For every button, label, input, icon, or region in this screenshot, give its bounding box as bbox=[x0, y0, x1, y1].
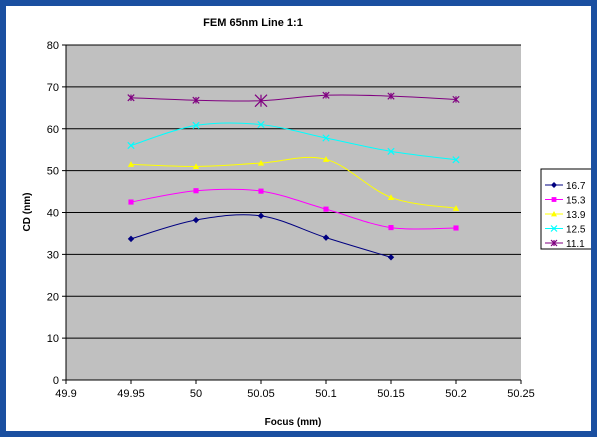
data-point bbox=[257, 159, 265, 166]
series-line bbox=[130, 94, 457, 102]
data-point bbox=[388, 225, 394, 231]
x-tick-label: 49.9 bbox=[55, 388, 76, 400]
series-line bbox=[130, 156, 457, 209]
data-point bbox=[387, 92, 395, 100]
axes: 0 10 20 30 40 50 60 70 80 49.9 49.95 50 50.05 50.1 50.… bbox=[47, 40, 535, 400]
legend-label: 12.5 bbox=[566, 225, 586, 236]
data-point bbox=[192, 96, 200, 104]
legend-box bbox=[540, 168, 591, 250]
legend: 16.7 15.3 13.9 12.5 11.1 bbox=[540, 168, 591, 250]
data-point bbox=[128, 199, 134, 205]
data-point bbox=[452, 95, 460, 104]
data-point bbox=[257, 212, 265, 220]
legend-item: 15.3 bbox=[545, 196, 586, 207]
legend-marker bbox=[551, 197, 557, 202]
y-tick-label: 50 bbox=[47, 166, 59, 178]
chart-title: FEM 65nm Line 1:1 bbox=[203, 17, 303, 29]
x-axis-label: Focus (mm) bbox=[265, 417, 322, 428]
data-point bbox=[127, 94, 135, 102]
data-point bbox=[322, 91, 330, 99]
series-line bbox=[130, 122, 457, 161]
data-point bbox=[192, 163, 200, 169]
data-point bbox=[387, 194, 395, 200]
data-point bbox=[387, 254, 395, 261]
data-point bbox=[193, 188, 199, 194]
data-point bbox=[257, 120, 265, 129]
x-tick-label: 50.05 bbox=[247, 388, 275, 400]
y-tick-label: 80 bbox=[47, 40, 59, 52]
legend-marker bbox=[550, 239, 558, 247]
data-point bbox=[192, 121, 200, 130]
grid-lines bbox=[66, 44, 521, 339]
data-point bbox=[127, 161, 135, 167]
data-point bbox=[387, 147, 395, 155]
data-point bbox=[254, 94, 268, 108]
legend-label: 11.1 bbox=[566, 239, 585, 250]
data-point bbox=[322, 134, 330, 142]
series-11.1 bbox=[127, 91, 460, 108]
y-tick-label: 0 bbox=[53, 375, 59, 387]
x-tick-label: 49.95 bbox=[117, 388, 145, 400]
chart-frame: FEM 65nm Line 1:1 0 10 20 30 40 50 60 70 80 49.9 4… bbox=[6, 6, 591, 431]
data-point bbox=[322, 234, 330, 241]
data-point bbox=[322, 156, 330, 162]
x-tick-label: 50.25 bbox=[507, 388, 535, 400]
legend-marker bbox=[550, 225, 558, 232]
y-tick-label: 40 bbox=[47, 208, 59, 220]
series-12.5 bbox=[127, 120, 460, 164]
y-tick-label: 70 bbox=[47, 82, 59, 94]
chart-svg: FEM 65nm Line 1:1 0 10 20 30 40 50 60 70 80 49.9 4… bbox=[22, 17, 591, 428]
data-point bbox=[192, 216, 200, 224]
legend-item: 13.9 bbox=[545, 210, 586, 221]
y-axis-label: CD (nm) bbox=[22, 193, 33, 232]
legend-marker bbox=[551, 211, 557, 217]
data-point bbox=[258, 188, 264, 194]
legend-label: 13.9 bbox=[566, 210, 586, 221]
legend-label: 16.7 bbox=[566, 181, 586, 192]
data-point bbox=[452, 156, 460, 164]
y-tick-label: 30 bbox=[47, 249, 59, 261]
data-point bbox=[452, 205, 460, 211]
data-point bbox=[323, 206, 329, 212]
series-16.7 bbox=[127, 212, 395, 261]
x-tick-label: 50.2 bbox=[445, 388, 466, 400]
x-tick-label: 50.1 bbox=[315, 388, 336, 400]
legend-item: 12.5 bbox=[545, 225, 586, 236]
y-tick-label: 60 bbox=[47, 124, 59, 136]
data-point bbox=[127, 141, 135, 150]
legend-marker bbox=[551, 182, 557, 188]
x-tick-label: 50.15 bbox=[377, 388, 405, 400]
y-tick-label: 20 bbox=[47, 291, 59, 303]
legend-item: 16.7 bbox=[545, 181, 586, 192]
data-point bbox=[453, 225, 459, 231]
series-15.3 bbox=[128, 188, 459, 231]
legend-item: 11.1 bbox=[545, 239, 585, 250]
legend-label: 15.3 bbox=[566, 196, 586, 207]
series-13.9 bbox=[127, 156, 460, 211]
series-layer bbox=[127, 91, 460, 261]
y-tick-label: 10 bbox=[47, 333, 59, 345]
x-tick-label: 50 bbox=[190, 388, 202, 400]
series-line bbox=[130, 188, 457, 230]
